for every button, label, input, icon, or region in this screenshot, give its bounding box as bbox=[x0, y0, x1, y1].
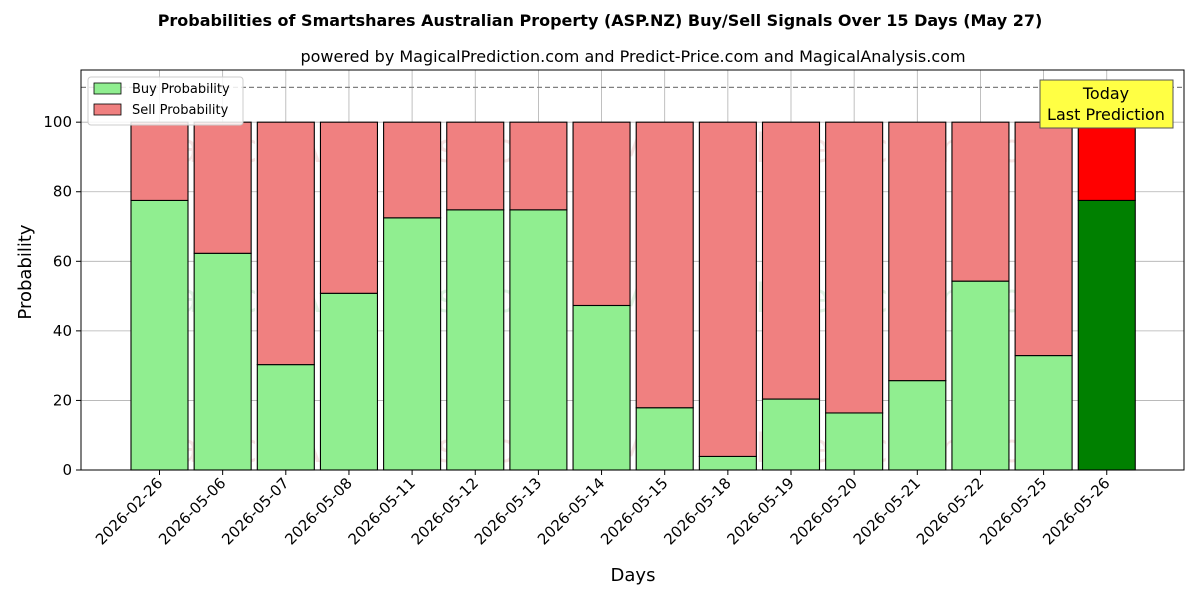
annotation-box bbox=[1039, 79, 1174, 129]
x-tick-label: 2026-05-13 bbox=[471, 474, 545, 548]
x-tick-label: 2026-02-26 bbox=[92, 474, 166, 548]
bar-sell-2026-05-12 bbox=[446, 121, 505, 211]
bar-sell-2026-05-19 bbox=[761, 121, 821, 400]
x-tick-label: 2026-05-22 bbox=[913, 474, 987, 548]
x-tick-label: 2026-05-26 bbox=[1039, 474, 1113, 548]
chart-title: Probabilities of Smartshares Australian … bbox=[158, 11, 1043, 30]
y-tick-label: 100 bbox=[43, 113, 72, 131]
bar-buy-2026-05-07 bbox=[256, 364, 315, 471]
y-tick-label: 20 bbox=[53, 391, 72, 409]
bar-buy-2026-05-22 bbox=[951, 280, 1010, 471]
bar-buy-2026-02-26 bbox=[130, 199, 189, 471]
bar-buy-2026-05-12 bbox=[446, 209, 505, 471]
bar-sell-2026-05-15 bbox=[635, 121, 694, 409]
y-tick-label: 40 bbox=[53, 322, 72, 340]
legend: Buy Probability Sell Probability bbox=[87, 76, 244, 126]
bar-buy-2026-05-19 bbox=[761, 398, 821, 471]
y-axis-label: Probability bbox=[15, 224, 36, 319]
x-tick-label: 2026-05-12 bbox=[408, 474, 482, 548]
bar-buy-2026-05-25 bbox=[1014, 355, 1073, 471]
x-tick-label: 2026-05-21 bbox=[850, 474, 924, 548]
y-tick-label: 80 bbox=[53, 183, 72, 201]
x-tick-label: 2026-05-07 bbox=[218, 474, 292, 548]
annotation-line-2: Last Prediction bbox=[1047, 105, 1165, 124]
bar-sell-2026-02-26 bbox=[130, 121, 189, 201]
bar-buy-2026-05-15 bbox=[635, 407, 694, 471]
bar-sell-2026-05-07 bbox=[256, 121, 315, 366]
bar-sell-2026-05-14 bbox=[572, 121, 631, 307]
bar-buy-2026-05-11 bbox=[383, 217, 442, 471]
bar-buy-2026-05-13 bbox=[509, 209, 568, 471]
x-tick-label: 2026-05-08 bbox=[281, 474, 355, 548]
bar-buy-2026-05-08 bbox=[319, 292, 379, 471]
x-tick-label: 2026-05-14 bbox=[534, 474, 608, 548]
today-annotation: Today Last Prediction bbox=[1039, 79, 1174, 129]
bar-buy-2026-05-21 bbox=[888, 380, 947, 471]
plot-frame bbox=[80, 69, 1185, 471]
bar-sell-2026-05-11 bbox=[383, 121, 442, 219]
annotation-line-1: Today bbox=[1082, 84, 1129, 103]
x-tick-label: 2026-05-25 bbox=[976, 474, 1050, 548]
legend-swatch-buy bbox=[93, 82, 122, 95]
x-axis-label: Days bbox=[611, 565, 656, 586]
bar-sell-2026-05-06 bbox=[193, 121, 252, 254]
y-tick-label: 60 bbox=[53, 252, 72, 270]
x-tick-label: 2026-05-20 bbox=[787, 474, 861, 548]
x-tick-label: 2026-05-18 bbox=[660, 474, 734, 548]
bar-buy-2026-05-14 bbox=[572, 304, 631, 471]
legend-frame bbox=[87, 76, 244, 126]
x-tick-label: 2026-05-06 bbox=[155, 474, 229, 548]
legend-label-buy: Buy Probability bbox=[132, 82, 230, 97]
bar-sell-2026-05-20 bbox=[825, 121, 884, 414]
x-tick-label: 2026-05-19 bbox=[723, 474, 797, 548]
bar-sell-2026-05-13 bbox=[509, 121, 568, 211]
bar-buy-2026-05-26 bbox=[1077, 199, 1136, 471]
legend-label-sell: Sell Probability bbox=[132, 103, 229, 118]
chart-subtitle: powered by MagicalPrediction.com and Pre… bbox=[300, 47, 965, 66]
bars bbox=[130, 121, 1136, 471]
legend-swatch-sell bbox=[93, 103, 122, 116]
bar-sell-2026-05-26 bbox=[1077, 121, 1136, 201]
bar-sell-2026-05-25 bbox=[1014, 121, 1073, 357]
bar-buy-2026-05-20 bbox=[825, 412, 884, 471]
bar-sell-2026-05-08 bbox=[319, 121, 379, 294]
x-tick-label: 2026-05-15 bbox=[597, 474, 671, 548]
bar-sell-2026-05-21 bbox=[888, 121, 947, 382]
bar-buy-2026-05-06 bbox=[193, 252, 252, 471]
bar-sell-2026-05-18 bbox=[698, 121, 757, 457]
bar-sell-2026-05-22 bbox=[951, 121, 1010, 282]
bar-buy-2026-05-18 bbox=[698, 455, 757, 471]
y-tick-label: 0 bbox=[62, 461, 72, 479]
x-tick-label: 2026-05-11 bbox=[345, 474, 419, 548]
